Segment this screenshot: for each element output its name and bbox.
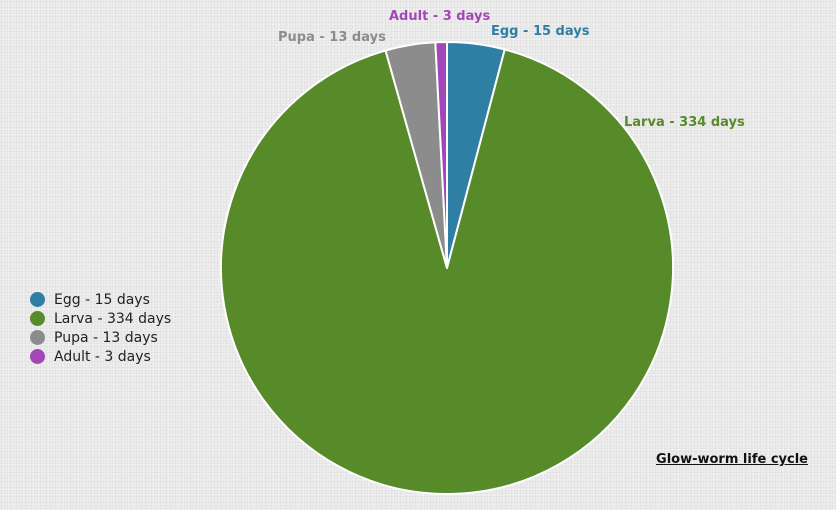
legend-item-4[interactable]: Adult - 3 days — [30, 347, 171, 366]
slice-label-3: Pupa - 13 days — [278, 30, 386, 45]
legend-label: Larva - 334 days — [54, 310, 172, 327]
pie-slice-2[interactable] — [220, 48, 674, 495]
legend-label: Pupa - 13 days — [54, 329, 158, 346]
slice-label-2: Larva - 334 days — [624, 115, 745, 130]
chart-title: Glow-worm life cycle — [656, 452, 808, 467]
legend-label: Adult - 3 days — [54, 348, 151, 365]
legend-swatch — [30, 311, 45, 326]
legend-swatch — [30, 292, 45, 307]
legend-swatch — [30, 330, 45, 345]
legend-label: Egg - 15 days — [54, 291, 150, 308]
slice-label-1: Egg - 15 days — [491, 24, 590, 39]
slice-label-4: Adult - 3 days — [389, 9, 490, 24]
legend-swatch — [30, 349, 45, 364]
pie-slice-4[interactable] — [434, 40, 448, 269]
legend: Egg - 15 days Larva - 334 days Pupa - 13 d… — [30, 290, 171, 366]
legend-item-2[interactable]: Larva - 334 days — [30, 309, 171, 328]
legend-item-1[interactable]: Egg - 15 days — [30, 290, 171, 309]
legend-item-3[interactable]: Pupa - 13 days — [30, 328, 171, 347]
